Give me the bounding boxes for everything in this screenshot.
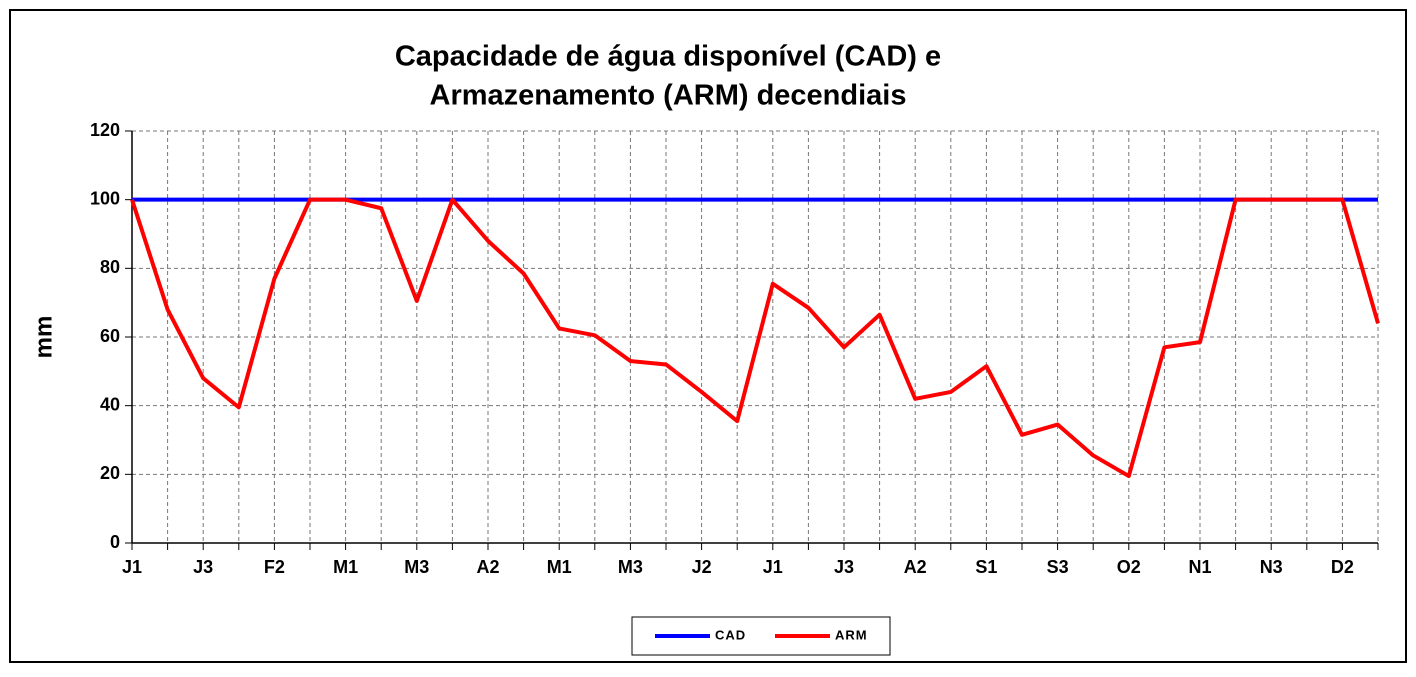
x-tick-label: M3 bbox=[404, 557, 429, 577]
x-tick-label: O2 bbox=[1117, 557, 1141, 577]
chart-frame bbox=[9, 9, 1407, 663]
y-tick-label: 120 bbox=[90, 120, 120, 140]
legend-label: ARM bbox=[835, 627, 868, 642]
x-tick-label: J3 bbox=[834, 557, 854, 577]
y-tick-label: 40 bbox=[100, 394, 120, 414]
chart-title: Capacidade de água disponível (CAD) e bbox=[395, 41, 941, 73]
x-tick-label: F2 bbox=[264, 557, 285, 577]
x-tick-label: S1 bbox=[975, 557, 997, 577]
y-axis-label: mm bbox=[30, 316, 57, 359]
x-tick-label: J1 bbox=[763, 557, 783, 577]
x-tick-label: D2 bbox=[1331, 557, 1354, 577]
x-tick-label: J1 bbox=[122, 557, 142, 577]
x-tick-label: A2 bbox=[904, 557, 927, 577]
x-tick-label: N1 bbox=[1188, 557, 1211, 577]
x-tick-label: N3 bbox=[1260, 557, 1283, 577]
data-line bbox=[130, 197, 1380, 479]
x-tick-label: J2 bbox=[692, 557, 712, 577]
y-tick-label: 100 bbox=[90, 188, 120, 208]
x-tick-label: M3 bbox=[618, 557, 643, 577]
x-tick-label: M1 bbox=[547, 557, 572, 577]
y-tick-label: 60 bbox=[100, 326, 120, 346]
legend-label: CAD bbox=[715, 627, 746, 642]
x-tick-label: A2 bbox=[476, 557, 499, 577]
y-tick-label: 80 bbox=[100, 257, 120, 277]
chart-title: Armazenamento (ARM) decendiais bbox=[430, 80, 907, 112]
x-tick-label: J3 bbox=[193, 557, 213, 577]
x-tick-label: M1 bbox=[333, 557, 358, 577]
y-tick-label: 0 bbox=[110, 532, 120, 552]
x-tick-label: S3 bbox=[1047, 557, 1069, 577]
y-tick-label: 20 bbox=[100, 463, 120, 483]
